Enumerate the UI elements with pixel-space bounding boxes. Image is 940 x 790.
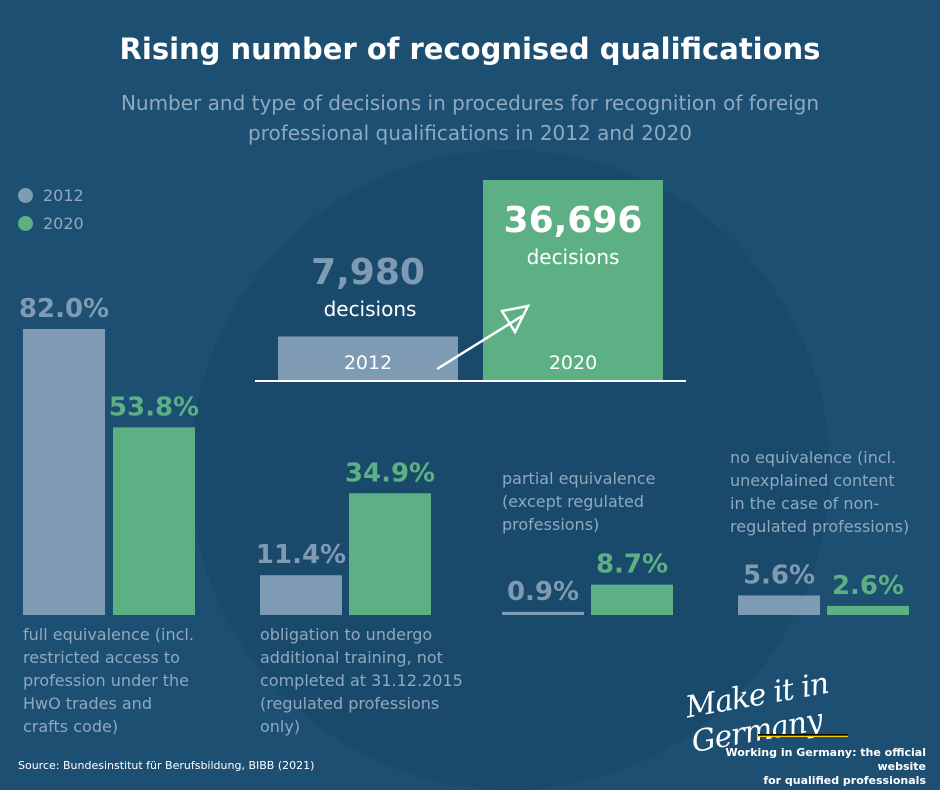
bar-value-label: 82.0% bbox=[19, 294, 109, 324]
legend-item-2012: 2012 bbox=[18, 186, 84, 205]
category-label-line: profession under the bbox=[23, 671, 189, 690]
category-label-line: only) bbox=[260, 717, 300, 736]
growth-arrow-shaft bbox=[436, 314, 523, 371]
bar-value-label: 34.9% bbox=[345, 458, 435, 488]
legend-swatch-2020 bbox=[18, 216, 33, 231]
bar-2020-group-1 bbox=[113, 427, 195, 615]
total-bar-2012 bbox=[278, 336, 458, 380]
tagline-line: Working in Germany: the official website bbox=[725, 746, 927, 773]
category-label-line: unexplained content bbox=[730, 471, 895, 490]
bar-2012-group-4 bbox=[738, 595, 820, 615]
category-label-line: (except regulated bbox=[502, 492, 644, 511]
category-label-line: obligation to undergo bbox=[260, 625, 432, 644]
category-label-line: no equivalence (incl. bbox=[730, 448, 896, 467]
bar-2012-group-2 bbox=[260, 575, 342, 615]
subtitle-line: Number and type of decisions in procedur… bbox=[120, 91, 820, 115]
category-label-line: professions) bbox=[502, 515, 599, 534]
bar-2012-group-1 bbox=[23, 329, 105, 615]
category-label-line: additional training, not bbox=[260, 648, 443, 667]
bar-value-label: 2.6% bbox=[832, 571, 904, 601]
chart-title: Rising number of recognised qualificatio… bbox=[119, 32, 821, 66]
total-value-2020: 36,696 bbox=[504, 200, 643, 241]
bar-2012-group-3 bbox=[502, 611, 584, 615]
category-label-line: crafts code) bbox=[23, 717, 118, 736]
bar-value-label: 11.4% bbox=[256, 540, 346, 570]
legend-swatch-2012 bbox=[18, 188, 33, 203]
bar-2020-group-4 bbox=[827, 605, 909, 615]
bar-value-label: 0.9% bbox=[507, 577, 579, 607]
tagline: Working in Germany: the official website… bbox=[690, 746, 927, 788]
category-label-line: partial equivalence bbox=[502, 469, 656, 488]
total-bar-year-label: 2012 bbox=[344, 352, 392, 374]
legend-label: 2012 bbox=[43, 186, 84, 205]
category-label-line: in the case of non- bbox=[730, 494, 879, 513]
category-label-line: restricted access to bbox=[23, 648, 180, 667]
category-label-line: HwO trades and bbox=[23, 694, 152, 713]
category-label-line: (regulated professions bbox=[260, 694, 439, 713]
bar-2020-group-3 bbox=[591, 584, 673, 615]
total-value-2012: 7,980 bbox=[311, 252, 425, 293]
tagline-line: for qualified professionals bbox=[763, 774, 926, 787]
category-label-line: completed at 31.12.2015 bbox=[260, 671, 463, 690]
bar-value-label: 53.8% bbox=[109, 392, 199, 422]
growth-arrow-head bbox=[499, 304, 531, 335]
legend-label: 2020 bbox=[43, 214, 84, 233]
bar-value-label: 8.7% bbox=[596, 550, 668, 580]
category-label-line: regulated professions) bbox=[730, 517, 909, 536]
source-note: Source: Bundesinstitut für Berufsbildung… bbox=[18, 759, 315, 772]
bar-value-label: 5.6% bbox=[743, 560, 815, 590]
category-label-line: full equivalence (incl. bbox=[23, 625, 194, 644]
total-unit-2012: decisions bbox=[324, 297, 417, 321]
total-bar-2020 bbox=[483, 180, 663, 380]
total-bar-year-label: 2020 bbox=[549, 352, 597, 374]
chart-subtitle: Number and type of decisions in procedur… bbox=[90, 88, 850, 148]
total-unit-2020: decisions bbox=[527, 245, 620, 269]
bar-2020-group-2 bbox=[349, 493, 431, 615]
subtitle-line: professional qualifications in 2012 and … bbox=[248, 121, 692, 145]
legend-item-2020: 2020 bbox=[18, 214, 84, 233]
logo-flag-line bbox=[758, 734, 848, 737]
